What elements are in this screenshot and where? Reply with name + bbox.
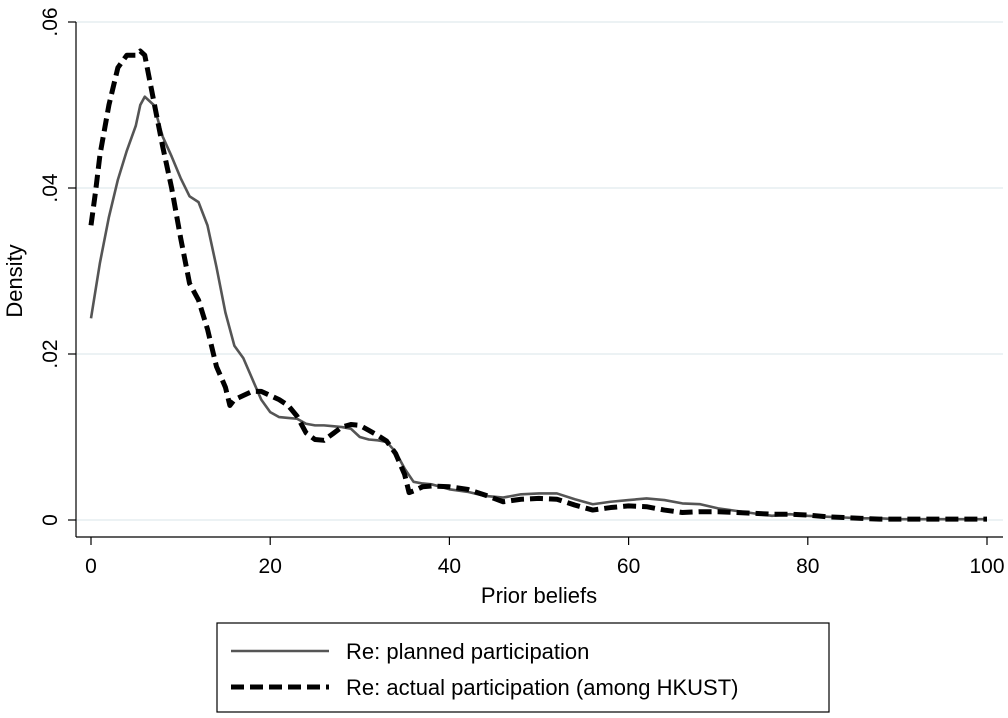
y-tick-label: 0 <box>39 514 62 526</box>
x-tick-label: 0 <box>85 555 97 578</box>
axes-layer <box>75 22 1003 538</box>
legend: Re: planned participation Re: actual par… <box>216 622 830 713</box>
x-tick-label: 60 <box>617 555 640 578</box>
series-line-actual <box>88 48 987 522</box>
x-tick-label: 100 <box>969 555 1004 578</box>
legend-label-planned: Re: planned participation <box>346 639 589 664</box>
x-tick-label: 20 <box>259 555 282 578</box>
series-layer <box>88 48 987 522</box>
legend-box <box>216 622 830 713</box>
y-axis-title: Density <box>2 244 27 317</box>
y-tick-label: .06 <box>39 7 62 36</box>
x-axis-title: Prior beliefs <box>481 583 597 608</box>
x-tick-label: 40 <box>438 555 461 578</box>
y-tick-label: .02 <box>39 339 62 368</box>
series-line-planned <box>89 95 987 521</box>
x-tick-label: 80 <box>796 555 819 578</box>
y-tick-label: .04 <box>39 173 62 203</box>
ticks-layer: 0 .02 .04 .06 0 20 40 60 80 100 <box>39 7 1005 578</box>
grid-layer <box>76 21 1003 521</box>
legend-label-actual: Re: actual participation (among HKUST) <box>346 675 739 700</box>
